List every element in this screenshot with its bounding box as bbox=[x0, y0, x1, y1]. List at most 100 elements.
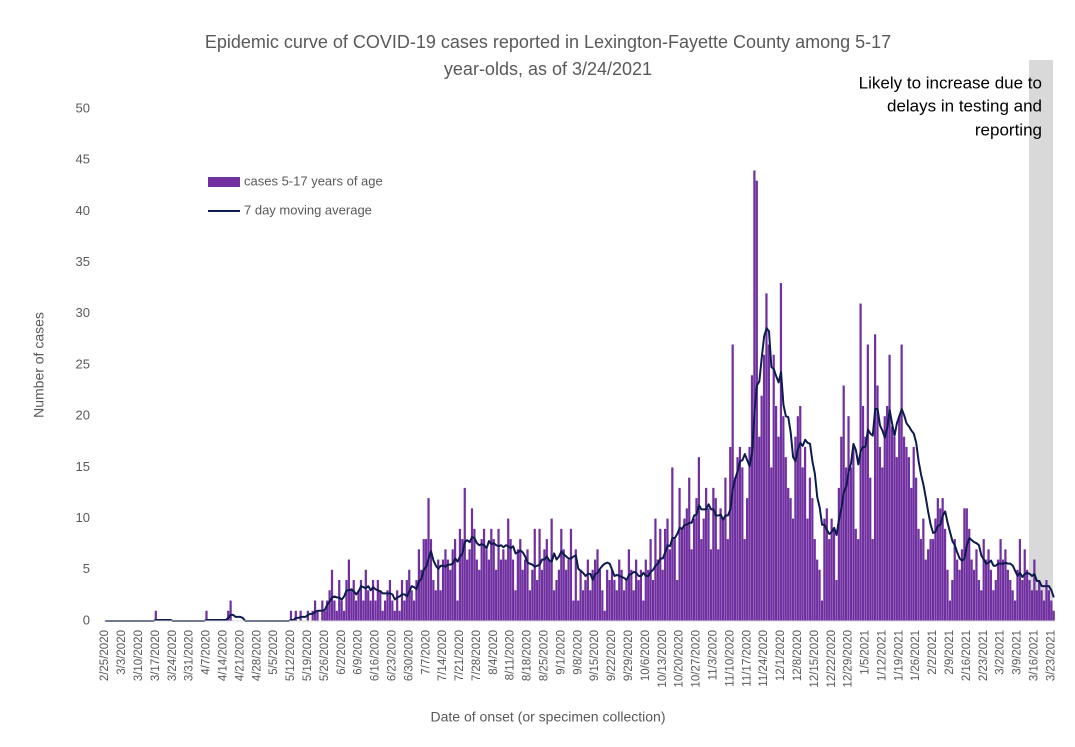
bar bbox=[446, 559, 449, 621]
bar bbox=[340, 600, 343, 621]
x-tick-label: 5/19/2020 bbox=[302, 630, 314, 681]
bar bbox=[543, 549, 546, 621]
x-tick-label: 2/2/2021 bbox=[927, 630, 939, 675]
bar bbox=[154, 610, 157, 621]
bar bbox=[533, 528, 536, 621]
bar bbox=[289, 610, 293, 621]
bar bbox=[972, 569, 976, 621]
x-tick-label: 1/12/2021 bbox=[876, 630, 888, 681]
bar bbox=[507, 518, 510, 621]
bar bbox=[789, 498, 792, 621]
bar bbox=[900, 344, 903, 621]
bar bbox=[519, 539, 522, 621]
bar bbox=[758, 436, 761, 621]
bar bbox=[951, 580, 954, 621]
bar bbox=[205, 610, 208, 621]
bar bbox=[746, 498, 749, 621]
bar bbox=[917, 528, 920, 621]
bar bbox=[1013, 600, 1017, 621]
bar bbox=[1021, 580, 1024, 621]
bar bbox=[412, 600, 416, 621]
bar bbox=[364, 569, 367, 621]
x-tick-label: 1/19/2021 bbox=[893, 630, 905, 681]
y-tick-label: 25 bbox=[76, 356, 90, 371]
bar bbox=[487, 559, 490, 621]
bar bbox=[729, 446, 732, 621]
bar bbox=[714, 498, 717, 621]
x-tick-label: 3/24/2020 bbox=[167, 630, 179, 681]
x-tick-label: 4/28/2020 bbox=[251, 630, 263, 681]
bar bbox=[994, 580, 997, 621]
bar bbox=[912, 446, 915, 621]
bar bbox=[511, 559, 515, 621]
bar bbox=[647, 569, 650, 621]
bar bbox=[806, 518, 809, 621]
bar bbox=[429, 539, 433, 621]
bar bbox=[606, 569, 609, 621]
bar bbox=[823, 518, 826, 621]
bar bbox=[376, 580, 379, 621]
bar bbox=[451, 549, 454, 621]
bar bbox=[968, 528, 971, 621]
bar bbox=[958, 569, 961, 621]
x-tick-label: 7/21/2020 bbox=[454, 630, 466, 681]
bar bbox=[400, 580, 404, 621]
bar bbox=[441, 559, 445, 621]
bar bbox=[929, 539, 932, 621]
bar bbox=[1052, 610, 1055, 621]
bar bbox=[987, 549, 990, 621]
bar bbox=[1030, 590, 1034, 621]
bar bbox=[934, 518, 937, 621]
bar bbox=[618, 559, 621, 621]
bar bbox=[1018, 539, 1022, 621]
bar bbox=[642, 600, 645, 621]
bar bbox=[396, 590, 399, 621]
bar bbox=[922, 518, 925, 621]
bar bbox=[572, 600, 575, 621]
x-tick-label: 3/17/2020 bbox=[150, 630, 162, 681]
bar bbox=[403, 600, 406, 621]
bar bbox=[565, 569, 568, 621]
bar bbox=[495, 569, 498, 621]
bar bbox=[490, 528, 493, 621]
x-tick-label: 12/29/2020 bbox=[843, 630, 855, 688]
bar bbox=[813, 539, 816, 621]
legend-swatch bbox=[208, 177, 240, 187]
bar bbox=[504, 559, 507, 621]
x-tick-label: 2/9/2021 bbox=[944, 630, 956, 675]
bar bbox=[342, 610, 346, 621]
x-tick-label: 7/28/2020 bbox=[471, 630, 483, 681]
bar bbox=[1016, 569, 1019, 621]
bar bbox=[956, 559, 959, 621]
bar bbox=[726, 539, 729, 621]
bar bbox=[603, 610, 606, 621]
x-tick-label: 8/25/2020 bbox=[539, 630, 551, 681]
y-tick-label: 45 bbox=[76, 152, 90, 167]
bar bbox=[676, 580, 679, 621]
bar bbox=[692, 518, 696, 621]
bar bbox=[997, 559, 1000, 621]
bar bbox=[591, 569, 594, 621]
bar bbox=[316, 610, 319, 621]
bar bbox=[770, 467, 773, 621]
bar bbox=[719, 508, 722, 621]
chart-title: Epidemic curve of COVID-19 cases reporte… bbox=[205, 32, 891, 52]
bar bbox=[598, 569, 602, 621]
x-tick-label: 9/15/2020 bbox=[589, 630, 601, 681]
bar bbox=[338, 580, 341, 621]
bar bbox=[975, 549, 978, 621]
bar bbox=[485, 549, 488, 621]
bar bbox=[869, 477, 872, 621]
bar bbox=[502, 549, 505, 621]
bar bbox=[750, 375, 754, 621]
bar bbox=[613, 580, 616, 621]
bar bbox=[705, 487, 708, 621]
bar bbox=[357, 590, 360, 621]
bar bbox=[755, 180, 758, 621]
bar bbox=[383, 600, 387, 621]
x-tick-label: 9/1/2020 bbox=[555, 630, 567, 675]
bar bbox=[927, 549, 930, 621]
bar bbox=[743, 539, 746, 621]
bar bbox=[567, 559, 570, 621]
bar bbox=[596, 549, 599, 621]
